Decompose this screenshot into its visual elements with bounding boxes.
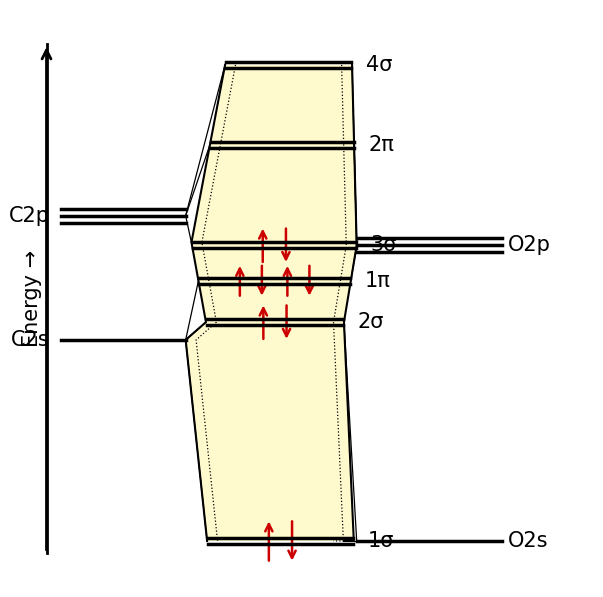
Text: 3σ: 3σ [371,235,397,256]
Text: 2π: 2π [368,135,394,155]
Text: C2p: C2p [8,206,49,226]
Polygon shape [186,65,357,541]
Text: 1π: 1π [365,271,391,291]
Text: O2s: O2s [508,531,548,551]
Text: 4σ: 4σ [366,55,393,75]
Text: O2p: O2p [508,235,551,256]
Text: Energy →: Energy → [22,250,42,347]
Text: C2s: C2s [11,330,49,350]
Text: 1σ: 1σ [368,531,394,551]
Text: 2σ: 2σ [358,312,384,332]
